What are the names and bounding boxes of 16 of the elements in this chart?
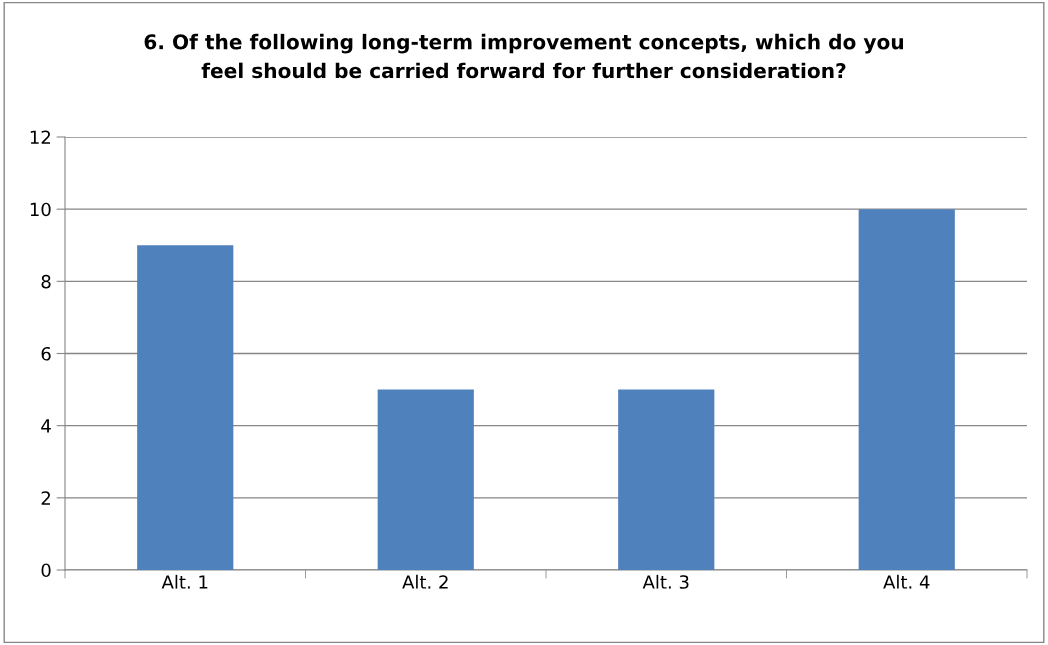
- bar: [377, 389, 474, 570]
- chart-title: 6. Of the following long-term improvement concepts, which do you feel should be carried forward for further consideration?: [144, 33, 903, 79]
- y-tick-label: 10: [30, 202, 51, 217]
- x-tick-label: Alt. 3: [642, 574, 689, 589]
- y-tick-label: 6: [41, 346, 51, 361]
- x-tick-label: Alt. 4: [883, 574, 930, 589]
- x-tick-label: Alt. 1: [161, 574, 208, 589]
- bar: [858, 209, 955, 570]
- y-tick-label: 0: [41, 563, 51, 578]
- y-tick-label: 12: [30, 130, 50, 144]
- x-tick-label: Alt. 2: [402, 574, 448, 589]
- bar: [137, 245, 234, 570]
- y-tick-label: 8: [41, 274, 51, 289]
- bar: [618, 389, 715, 570]
- y-tick-label: 4: [41, 419, 51, 433]
- y-tick-label: 2: [41, 491, 50, 505]
